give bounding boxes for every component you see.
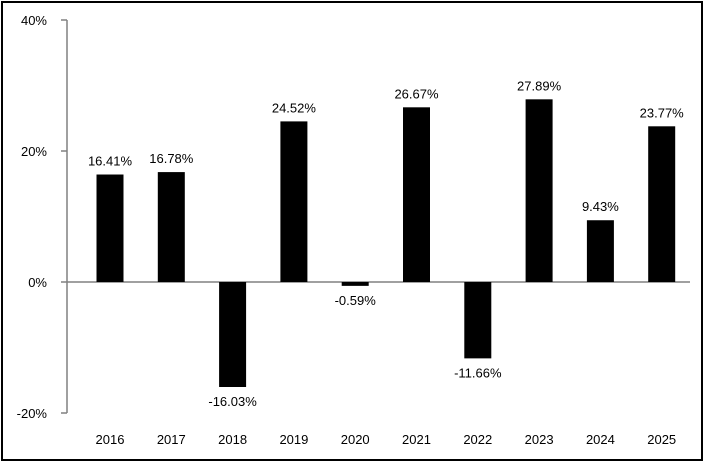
data-label: -11.66% bbox=[454, 365, 502, 380]
x-tick-label: 2020 bbox=[341, 432, 370, 447]
x-tick-label: 2019 bbox=[279, 432, 308, 447]
bar bbox=[403, 107, 430, 283]
x-tick-label: 2022 bbox=[463, 432, 492, 447]
chart-labels: 16.41% 2016 16.78% 2017 -16.03% 2018 24.52% 201… bbox=[88, 78, 684, 447]
data-label: 16.78% bbox=[149, 151, 194, 166]
bar bbox=[586, 220, 614, 282]
data-label: 24.52% bbox=[272, 100, 317, 115]
data-label: 23.77% bbox=[640, 105, 685, 120]
y-tick-label: -20% bbox=[17, 406, 48, 421]
bar bbox=[157, 172, 185, 282]
x-tick-label: 2021 bbox=[402, 432, 431, 447]
y-tick-label: 20% bbox=[21, 144, 47, 159]
x-tick-label: 2024 bbox=[586, 432, 615, 447]
bar bbox=[341, 282, 369, 286]
x-tick-label: 2016 bbox=[96, 432, 125, 447]
data-label: 16.41% bbox=[88, 154, 133, 169]
data-label: 9.43% bbox=[582, 199, 619, 214]
bar bbox=[219, 282, 247, 387]
y-tick-label: 0% bbox=[28, 275, 47, 290]
bar bbox=[280, 121, 308, 282]
data-label: -16.03% bbox=[208, 394, 257, 409]
x-tick-label: 2018 bbox=[218, 432, 247, 447]
x-tick-label: 2017 bbox=[157, 432, 186, 447]
y-tick-label: 40% bbox=[21, 13, 47, 28]
x-tick-label: 2025 bbox=[647, 432, 676, 447]
bar bbox=[525, 99, 553, 283]
x-tick-label: 2023 bbox=[525, 432, 554, 447]
bar bbox=[96, 174, 124, 282]
data-label: -0.59% bbox=[335, 293, 377, 308]
data-label: 26.67% bbox=[394, 86, 439, 101]
data-label: 27.89% bbox=[517, 78, 562, 93]
bar bbox=[648, 126, 676, 282]
bar bbox=[464, 282, 492, 359]
chart-bars bbox=[96, 99, 676, 387]
